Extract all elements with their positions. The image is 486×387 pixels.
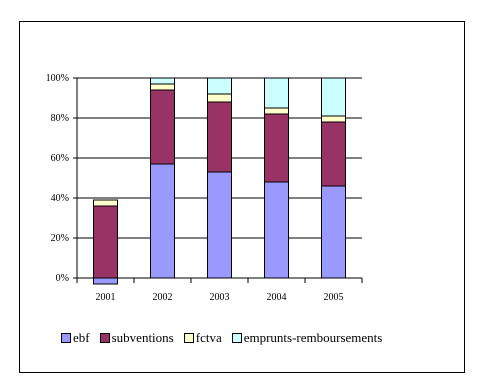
bar-segment-ebf-2001 xyxy=(93,277,118,285)
legend-swatch xyxy=(61,333,71,343)
x-tick-label: 2004 xyxy=(267,292,287,303)
bar-segment-fctva-2002 xyxy=(150,83,175,91)
y-tick-labels: 0% 20% 40% 60% 80% 100% xyxy=(46,73,69,284)
y-tick-label: 40% xyxy=(51,193,69,204)
bar-segment-fctva-2001 xyxy=(93,199,118,207)
bar-segment-subventions-2003 xyxy=(207,101,232,173)
bar-segment-ebf-2004 xyxy=(264,181,289,279)
x-tick-label: 2002 xyxy=(153,292,173,303)
legend-item-fctva: fctva xyxy=(183,330,222,346)
bar-segment-emprunts-remboursements-2004 xyxy=(264,77,289,109)
bar-segment-fctva-2003 xyxy=(207,93,232,103)
legend-label: fctva xyxy=(195,330,222,345)
y-tick-label: 60% xyxy=(51,153,69,164)
legend: ebf subventions fctva emprunts-remboursemen… xyxy=(61,330,392,346)
x-tick-label: 2001 xyxy=(96,292,116,303)
legend-label: ebf xyxy=(73,330,90,345)
bar-segment-ebf-2002 xyxy=(150,163,175,279)
y-tick-label: 100% xyxy=(46,73,69,84)
y-tick-label: 0% xyxy=(56,273,69,284)
y-tick-label: 80% xyxy=(51,113,69,124)
legend-swatch xyxy=(99,333,110,343)
legend-swatch xyxy=(183,333,194,343)
axes xyxy=(73,77,363,283)
legend-item-ebf: ebf xyxy=(61,330,90,346)
bar-segment-emprunts-remboursements-2005 xyxy=(321,77,346,117)
bar-segment-fctva-2005 xyxy=(321,115,346,123)
legend-label: subventions xyxy=(111,330,174,345)
bar-segment-subventions-2001 xyxy=(93,205,118,279)
chart-frame xyxy=(19,21,465,373)
y-tick-label: 20% xyxy=(51,233,69,244)
legend-item-emprunts-remboursements: emprunts-remboursements xyxy=(231,330,383,346)
bar-segment-subventions-2004 xyxy=(264,113,289,183)
bar-segment-ebf-2005 xyxy=(321,185,346,279)
x-tick-labels: 2001 2002 2003 2004 2005 xyxy=(96,292,344,303)
x-tick-label: 2005 xyxy=(324,292,344,303)
bar-segment-emprunts-remboursements-2002 xyxy=(150,77,175,85)
bar-segment-subventions-2002 xyxy=(150,89,175,165)
legend-item-subventions: subventions xyxy=(99,330,174,346)
legend-swatch xyxy=(231,333,242,343)
bar-segment-emprunts-remboursements-2003 xyxy=(207,77,232,95)
bar-segment-ebf-2003 xyxy=(207,171,232,279)
legend-label: emprunts-remboursements xyxy=(243,330,383,345)
bars xyxy=(93,77,346,285)
bar-segment-fctva-2004 xyxy=(264,107,289,115)
x-tick-label: 2003 xyxy=(210,292,230,303)
bar-segment-subventions-2005 xyxy=(321,121,346,187)
